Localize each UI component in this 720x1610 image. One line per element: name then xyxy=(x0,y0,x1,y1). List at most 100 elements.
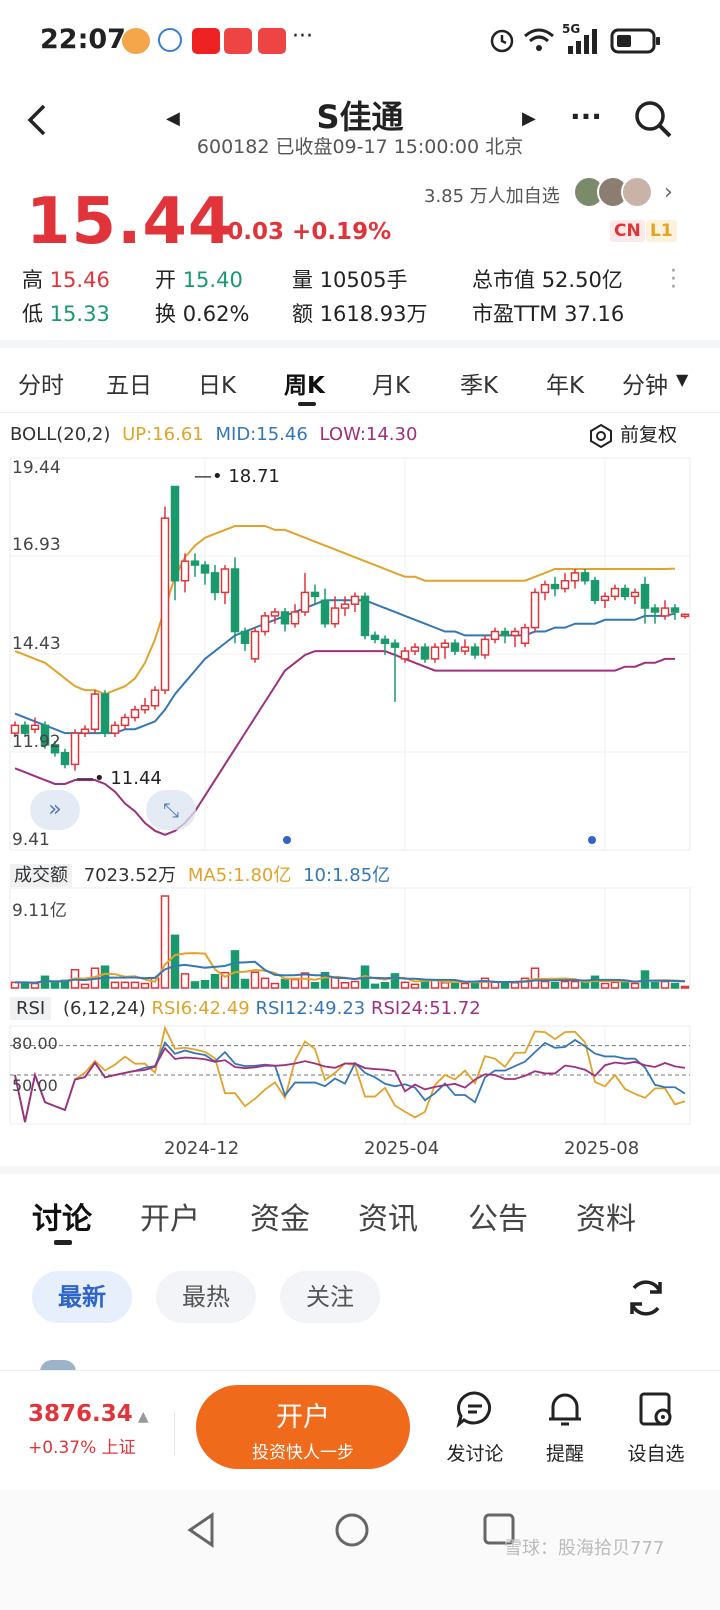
candle-body xyxy=(110,724,120,734)
tab-quarterly[interactable]: 季K xyxy=(460,373,499,399)
post-label: 发讨论 xyxy=(446,1443,504,1465)
candle-body xyxy=(190,560,200,566)
volume-bar xyxy=(400,981,410,989)
refresh-icon[interactable] xyxy=(624,1276,668,1320)
volume-bar xyxy=(680,985,690,989)
candle-body xyxy=(330,607,340,625)
back-button[interactable] xyxy=(20,100,60,140)
tab-intraday[interactable]: 分时 xyxy=(18,373,64,399)
candle-body xyxy=(380,638,390,645)
post-button[interactable]: 发讨论 xyxy=(440,1389,510,1466)
candle-body xyxy=(560,579,570,590)
divider xyxy=(0,340,720,348)
expand-quote-icon[interactable]: · · · xyxy=(670,259,677,300)
candle-body xyxy=(480,638,490,656)
x-label-apr: 2025-04 xyxy=(364,1138,440,1159)
quote-amount: 额 1618.93万 xyxy=(292,302,428,326)
tab-capital[interactable]: 资金 xyxy=(250,1202,310,1237)
boll-mid-line xyxy=(14,599,676,735)
candles xyxy=(10,485,690,771)
fullscreen-button[interactable]: ⤡ xyxy=(146,790,196,830)
search-icon[interactable] xyxy=(632,98,674,140)
filter-hot[interactable]: 最热 xyxy=(156,1271,256,1323)
watermark: 雪球：股海拾贝777 xyxy=(504,1538,665,1559)
candle-body xyxy=(270,611,280,617)
tab-minute[interactable]: 分钟 xyxy=(622,373,668,399)
divider xyxy=(0,412,720,413)
nav-home-icon[interactable] xyxy=(334,1512,370,1548)
tab-yearly[interactable]: 年K xyxy=(546,373,585,399)
filter-latest[interactable]: 最新 xyxy=(32,1271,132,1323)
volume-bar xyxy=(300,972,310,989)
more-menu-icon[interactable]: ··· xyxy=(570,100,602,133)
quote-turnover: 换 0.62% xyxy=(155,302,250,326)
candle-body xyxy=(470,646,480,656)
divider xyxy=(174,1411,175,1455)
back-arrow-icon xyxy=(27,104,46,136)
open-account-button[interactable]: 开户 投资快人一步 xyxy=(196,1385,410,1469)
system-nav-bar: 雪球：股海拾贝777 xyxy=(0,1490,720,1610)
tab-monthly[interactable]: 月K xyxy=(372,373,411,399)
candle-body xyxy=(680,613,690,618)
divider xyxy=(0,1166,720,1174)
status-time: 22:07 xyxy=(40,24,126,55)
candle-body xyxy=(400,650,410,660)
chat-bubble-icon xyxy=(456,1391,491,1428)
avatar xyxy=(40,1360,76,1372)
dropdown-icon[interactable]: ▼ xyxy=(676,370,689,389)
rsi-50-label: 50.00 xyxy=(12,1076,58,1095)
candle-body xyxy=(160,517,170,691)
kline-chart[interactable] xyxy=(0,450,720,1170)
prev-stock-icon[interactable]: ◀ xyxy=(166,108,180,129)
adjust-toggle[interactable]: 前复权 xyxy=(588,420,677,449)
tab-daily[interactable]: 日K xyxy=(198,373,237,399)
x-label-dec: 2024-12 xyxy=(164,1138,240,1159)
rsi12-line xyxy=(14,1038,686,1123)
quote-open: 开 15.40 xyxy=(155,268,243,292)
candle-body xyxy=(530,591,540,629)
change-percent: +0.19% xyxy=(292,219,392,245)
badge-l1: L1 xyxy=(646,220,677,242)
tab-weekly[interactable]: 周K xyxy=(284,373,325,399)
stock-subtitle: 600182 已收盘09-17 15:00:00 北京 xyxy=(196,136,524,158)
boll-header: BOLL(20,2) UP:16.61 MID:15.46 LOW:14.30 xyxy=(10,424,417,445)
wifi-icon xyxy=(524,28,554,51)
scroll-left-button[interactable]: » xyxy=(30,790,80,830)
tab-five-day[interactable]: 五日 xyxy=(106,373,152,399)
followers-count[interactable]: 3.85 万人加自选 xyxy=(424,186,560,207)
volume-bar xyxy=(280,978,290,989)
candle-body xyxy=(440,642,450,648)
boll-up: UP:16.61 xyxy=(122,424,204,445)
current-price: 15.44 xyxy=(26,185,234,259)
adjust-label: 前复权 xyxy=(620,424,678,446)
nav-recents-icon[interactable] xyxy=(482,1512,516,1546)
tab-profile[interactable]: 资料 xyxy=(576,1202,636,1237)
candle-body xyxy=(390,642,400,648)
tab-announcements[interactable]: 公告 xyxy=(468,1202,528,1237)
volume-bar xyxy=(150,977,160,989)
volume-bar xyxy=(540,980,550,989)
chevron-right-icon[interactable]: › xyxy=(664,180,673,205)
follower-avatars[interactable] xyxy=(573,176,657,208)
candle-body xyxy=(630,591,640,598)
volume-bars xyxy=(10,895,690,989)
rsi-label: RSI xyxy=(10,997,52,1020)
marker-dot xyxy=(283,836,291,844)
volume-bar xyxy=(630,982,640,989)
boll-upper-line xyxy=(14,525,676,696)
add-watchlist-button[interactable]: 设自选 xyxy=(618,1389,694,1466)
candle-body xyxy=(510,630,520,637)
tab-discussion[interactable]: 讨论 xyxy=(32,1202,92,1237)
volume-bar xyxy=(160,895,170,989)
alert-button[interactable]: 提醒 xyxy=(530,1389,600,1466)
volume-bar xyxy=(230,950,240,989)
tab-open-account[interactable]: 开户 xyxy=(140,1202,200,1237)
volume-bar xyxy=(610,981,620,989)
candle-body xyxy=(120,716,130,727)
nav-back-icon[interactable] xyxy=(184,1512,218,1548)
tab-news[interactable]: 资讯 xyxy=(358,1202,418,1237)
next-stock-icon[interactable]: ▶ xyxy=(522,108,536,129)
filter-following[interactable]: 关注 xyxy=(280,1271,380,1323)
candle-body xyxy=(130,708,140,719)
index-quote[interactable]: 3876.34 ▲ +0.37% 上证 xyxy=(28,1401,149,1458)
